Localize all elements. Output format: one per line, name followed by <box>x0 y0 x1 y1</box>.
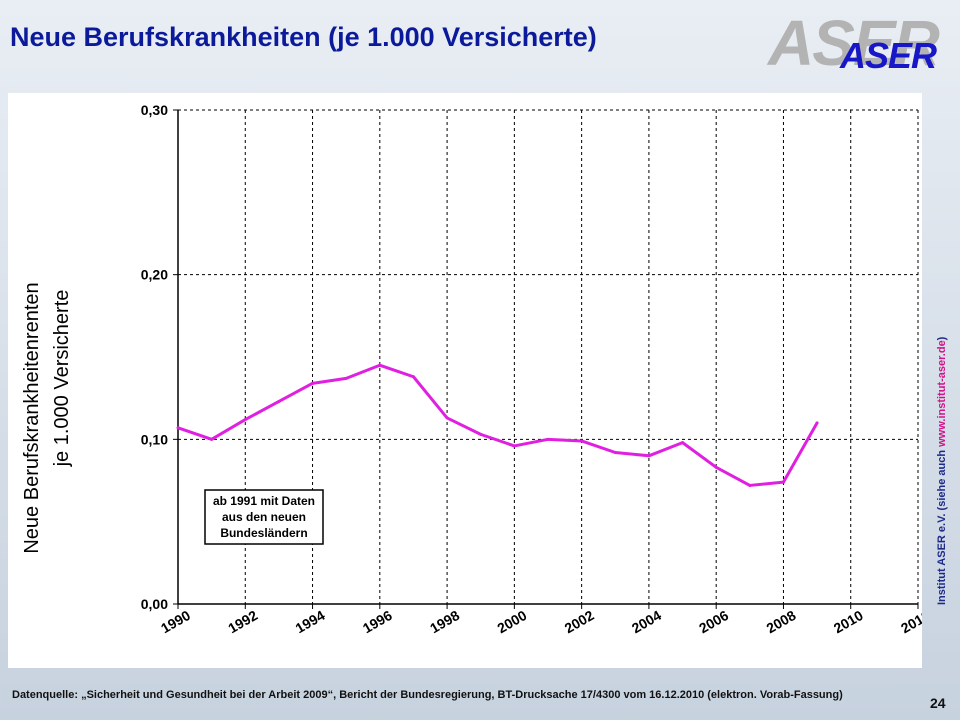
data-point <box>580 439 584 443</box>
data-point <box>277 399 281 403</box>
x-tick-label: 1996 <box>360 607 395 637</box>
data-source-note: Datenquelle: „Sicherheit und Gesundheit … <box>12 689 843 701</box>
y-tick-label: 0,20 <box>141 267 168 283</box>
y-axis-title-line2: je 1.000 Versicherte <box>51 290 73 468</box>
data-point <box>714 465 718 469</box>
y-tick-label: 0,30 <box>141 102 168 118</box>
x-tick-label: 2004 <box>629 607 664 637</box>
line-chart: 1990 1992 1994 1996 1998 2000 2002 2004 2006 2008… <box>21 102 933 637</box>
institute-note: Institut ASER e.V. (siehe auch www.insti… <box>936 337 948 605</box>
data-point <box>815 421 819 425</box>
x-tick-label: 1994 <box>293 607 328 637</box>
y-tick-label: 0,00 <box>141 596 168 612</box>
logo-text: ASER <box>840 35 937 76</box>
institute-close: ) <box>936 336 948 341</box>
y-axis-title-line1: Neue Berufskrankheitenrenten <box>21 282 43 553</box>
data-point <box>344 376 348 380</box>
data-point <box>681 441 685 445</box>
x-tick-label: 2008 <box>763 607 798 637</box>
tick-labels: 1990 1992 1994 1996 1998 2000 2002 2004 2006 2008… <box>141 102 933 637</box>
aser-logo: ASER ASER <box>768 8 958 78</box>
data-point <box>613 451 617 455</box>
data-point <box>176 426 180 430</box>
x-tick-label: 2000 <box>494 607 529 637</box>
institute-text: Institut ASER e.V. (siehe auch <box>936 449 948 605</box>
x-tick-label: 2002 <box>562 607 597 637</box>
page-number: 24 <box>930 695 946 711</box>
series-line <box>177 363 819 487</box>
x-tick-label: 1998 <box>427 607 462 637</box>
x-tick-label: 2006 <box>696 607 731 637</box>
y-tick-label: 0,10 <box>141 431 168 447</box>
data-point <box>748 483 752 487</box>
data-point <box>546 437 550 441</box>
x-tick-label: 1992 <box>225 607 260 637</box>
logo-shadow-text: ASER <box>768 7 940 79</box>
page-title: Neue Berufskrankheiten (je 1.000 Versich… <box>10 22 597 52</box>
data-point <box>647 454 651 458</box>
data-point <box>243 418 247 422</box>
data-point <box>378 363 382 367</box>
annotation-text: aus den neuen <box>222 510 306 524</box>
y-axis-title: Neue Berufskrankheitenrenten je 1.000 Ver… <box>21 282 73 553</box>
annotation-text: ab 1991 mit Daten <box>213 494 315 508</box>
data-point <box>311 381 315 385</box>
annotation-layer: ab 1991 mit Daten aus den neuen Bundesländ… <box>204 489 324 545</box>
x-tick-label: 2012 <box>898 607 922 637</box>
data-point <box>512 444 516 448</box>
annotation-box <box>204 489 324 545</box>
series <box>176 363 819 487</box>
x-tick-label: 2010 <box>831 607 866 637</box>
annotation-text: Bundesländern <box>220 526 307 540</box>
axes <box>173 109 919 609</box>
data-point <box>781 480 785 484</box>
data-point <box>445 416 449 420</box>
chart-panel: 1990 1992 1994 1996 1998 2000 2002 2004 2006 2008… <box>8 93 933 668</box>
institute-link[interactable]: www.institut-aser.de <box>936 340 948 447</box>
data-point <box>210 437 214 441</box>
data-point <box>411 375 415 379</box>
data-point <box>479 432 483 436</box>
